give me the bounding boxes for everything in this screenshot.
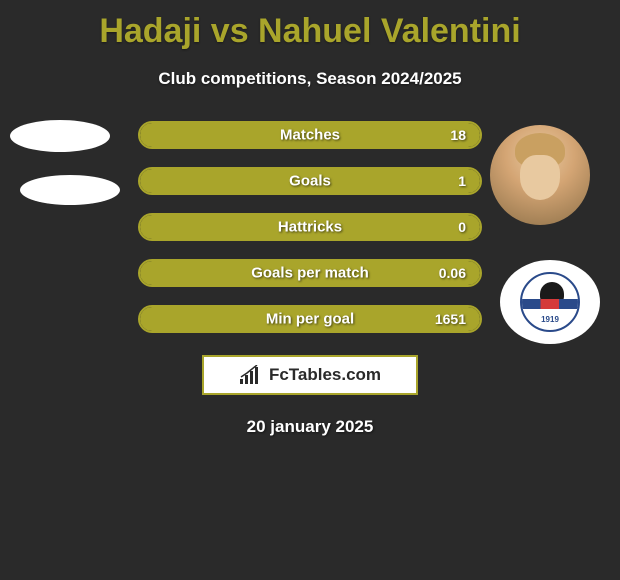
player-left-avatar-placeholder-1 <box>10 120 110 152</box>
logo-text: FcTables.com <box>269 365 381 385</box>
stat-value-right: 18 <box>450 127 466 143</box>
stats-container: Matches 18 Goals 1 Hattricks 0 Goals per match… <box>138 121 482 333</box>
stat-value-right: 0 <box>458 219 466 235</box>
stat-bar: Min per goal 1651 <box>138 305 482 333</box>
stat-label: Matches <box>280 127 340 144</box>
stat-label: Goals <box>289 173 331 190</box>
player-left-avatar-placeholder-2 <box>20 175 120 205</box>
date-label: 20 january 2025 <box>0 417 620 437</box>
subtitle: Club competitions, Season 2024/2025 <box>0 69 620 89</box>
page-title: Hadaji vs Nahuel Valentini <box>0 0 620 51</box>
club-badge-year: 1919 <box>522 315 578 324</box>
player-right-avatar <box>490 125 590 225</box>
stat-value-right: 1651 <box>435 311 466 327</box>
stat-bar: Matches 18 <box>138 121 482 149</box>
stat-label: Min per goal <box>266 311 354 328</box>
stat-label: Goals per match <box>251 265 369 282</box>
stat-value-right: 1 <box>458 173 466 189</box>
chart-icon <box>239 365 263 385</box>
stat-value-right: 0.06 <box>439 265 466 281</box>
logo-box[interactable]: FcTables.com <box>202 355 418 395</box>
player-right-club-badge: 1919 <box>500 260 600 344</box>
stat-bar: Hattricks 0 <box>138 213 482 241</box>
stat-label: Hattricks <box>278 219 342 236</box>
stat-bar: Goals 1 <box>138 167 482 195</box>
stat-bar: Goals per match 0.06 <box>138 259 482 287</box>
